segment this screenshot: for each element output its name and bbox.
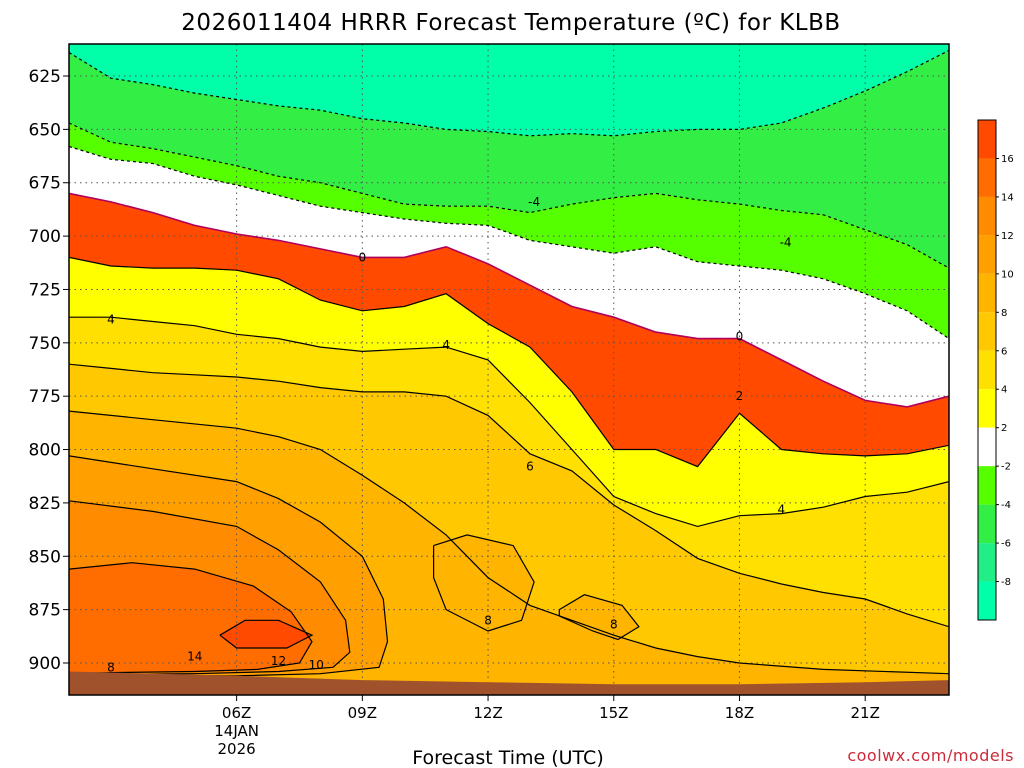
colorbar-tick-2: 2: [1001, 423, 1007, 434]
x-tick-15Z: 15Z: [599, 704, 628, 722]
band-below-16-11: [219, 620, 312, 648]
x-tick-09Z: 09Z: [348, 704, 377, 722]
contour-label-3: 0: [736, 329, 744, 343]
contour-label-10: 8: [610, 618, 618, 632]
x-tick-18Z: 18Z: [725, 704, 754, 722]
colorbar-tick-12: 12: [1001, 231, 1014, 242]
y-tick-825: 825: [29, 494, 61, 514]
contour-lines: [69, 49, 949, 677]
y-tick-800: 800: [29, 441, 61, 461]
y-tick-850: 850: [29, 547, 61, 567]
y-tick-750: 750: [29, 334, 61, 354]
colorbar-swatch-8: [978, 427, 996, 467]
colorbar-swatch-1: [978, 158, 996, 197]
grid-lines: [69, 44, 949, 695]
y-axis: 625 650 675 700 725 750 775 800 825 850 875 900: [29, 67, 69, 674]
colorbar-frame: [977, 119, 997, 621]
y-tick-725: 725: [29, 280, 61, 300]
contour-6-6: [69, 363, 949, 628]
colorbar-tick-16: 16: [1001, 154, 1014, 165]
contour-label-5: 4: [107, 312, 115, 326]
contour-label-2: 0: [359, 250, 367, 264]
x-tick-date: 14JAN: [214, 722, 259, 740]
band-below-14-10: [69, 562, 312, 695]
contour-label-11: 8: [107, 660, 115, 674]
x-tick-06Z: 06Z: [222, 704, 251, 722]
colorbar-legend: 16 14 12 10 8 6 4 2 -2 -4 -6 -8: [977, 119, 1014, 621]
colorbar-swatch-11: [978, 543, 996, 582]
contour-12-9: [69, 500, 351, 676]
colorbar-tick-8: 8: [1001, 308, 1007, 319]
contour-0-3: [69, 192, 949, 408]
contour-8-13: [558, 594, 640, 641]
colorbar-swatch-0: [978, 120, 996, 159]
contour-label-9: 8: [484, 613, 492, 627]
y-tick-625: 625: [29, 67, 61, 87]
colorbar-tick-14: 14: [1001, 192, 1014, 203]
colorbar-swatch-12: [978, 581, 996, 620]
plot-frame: [68, 43, 950, 696]
x-tick-21Z: 21Z: [851, 704, 880, 722]
terrain: [69, 671, 949, 695]
contour-labels: -4 -4 0 0 2 4 4 4 6 8 8 8 10 12 14: [107, 195, 792, 674]
x-tick-year: 2026: [218, 740, 256, 758]
contour-label-4: 2: [736, 389, 744, 403]
y-tick-775: 775: [29, 387, 61, 407]
chart-title: 2026011404 HRRR Forecast Temperature (ºC…: [181, 10, 840, 36]
colorbar-tick--6: -6: [1001, 539, 1011, 550]
y-tick-700: 700: [29, 227, 61, 247]
colorbar-swatch-7: [978, 389, 996, 428]
colorbar-swatch-2: [978, 196, 996, 236]
colorbar-tick--4: -4: [1001, 500, 1011, 511]
contour-4-5: [69, 316, 949, 528]
y-tick-900: 900: [29, 654, 61, 674]
contour-14-10: [69, 562, 313, 675]
y-tick-675: 675: [29, 174, 61, 194]
colorbar-swatch-9: [978, 466, 996, 505]
colorbar-swatch-6: [978, 350, 996, 390]
contour-8-12: [433, 534, 535, 632]
colorbar-swatch-4: [978, 273, 996, 313]
x-tick-12Z: 12Z: [473, 704, 502, 722]
contour-label-6: 4: [442, 338, 450, 352]
colorbar-swatch-5: [978, 312, 996, 351]
colorbar-tick--2: -2: [1001, 462, 1011, 473]
colorbar-tick--8: -8: [1001, 577, 1011, 588]
y-tick-875: 875: [29, 601, 61, 621]
colorbar-tick-10: 10: [1001, 269, 1014, 280]
contour-label-13: 12: [271, 654, 286, 668]
contour-label-8: 6: [526, 460, 534, 474]
contour-label-14: 14: [187, 650, 202, 664]
contour--2-2: [69, 145, 949, 340]
band-below-8-12: [433, 534, 535, 631]
contour-2-4: [69, 256, 949, 468]
colorbar-tick-4: 4: [1001, 385, 1007, 396]
terrain-fill: [69, 671, 949, 695]
band-below-8-13: [559, 594, 639, 640]
credit-text: coolwx.com/models: [847, 746, 1014, 765]
colorbar-tick-6: 6: [1001, 346, 1007, 357]
colorbar-swatch-3: [978, 235, 996, 274]
contour-8-7: [69, 410, 949, 675]
plot-area: -4 -4 0 0 2 4 4 4 6 8 8 8 10 12 14: [69, 44, 949, 695]
contour--6-0: [69, 49, 949, 137]
colorbar-swatch-10: [978, 504, 996, 544]
contour--4-1: [69, 122, 949, 269]
contour-label-7: 4: [778, 502, 786, 516]
contour-label-12: 10: [309, 658, 324, 672]
y-tick-650: 650: [29, 120, 61, 140]
x-axis-label: Forecast Time (UTC): [412, 747, 603, 768]
contour-16-11: [219, 619, 314, 649]
temperature-fill-bands: [69, 44, 949, 695]
contour-label-0: -4: [528, 195, 540, 209]
contour-label-1: -4: [780, 236, 792, 250]
